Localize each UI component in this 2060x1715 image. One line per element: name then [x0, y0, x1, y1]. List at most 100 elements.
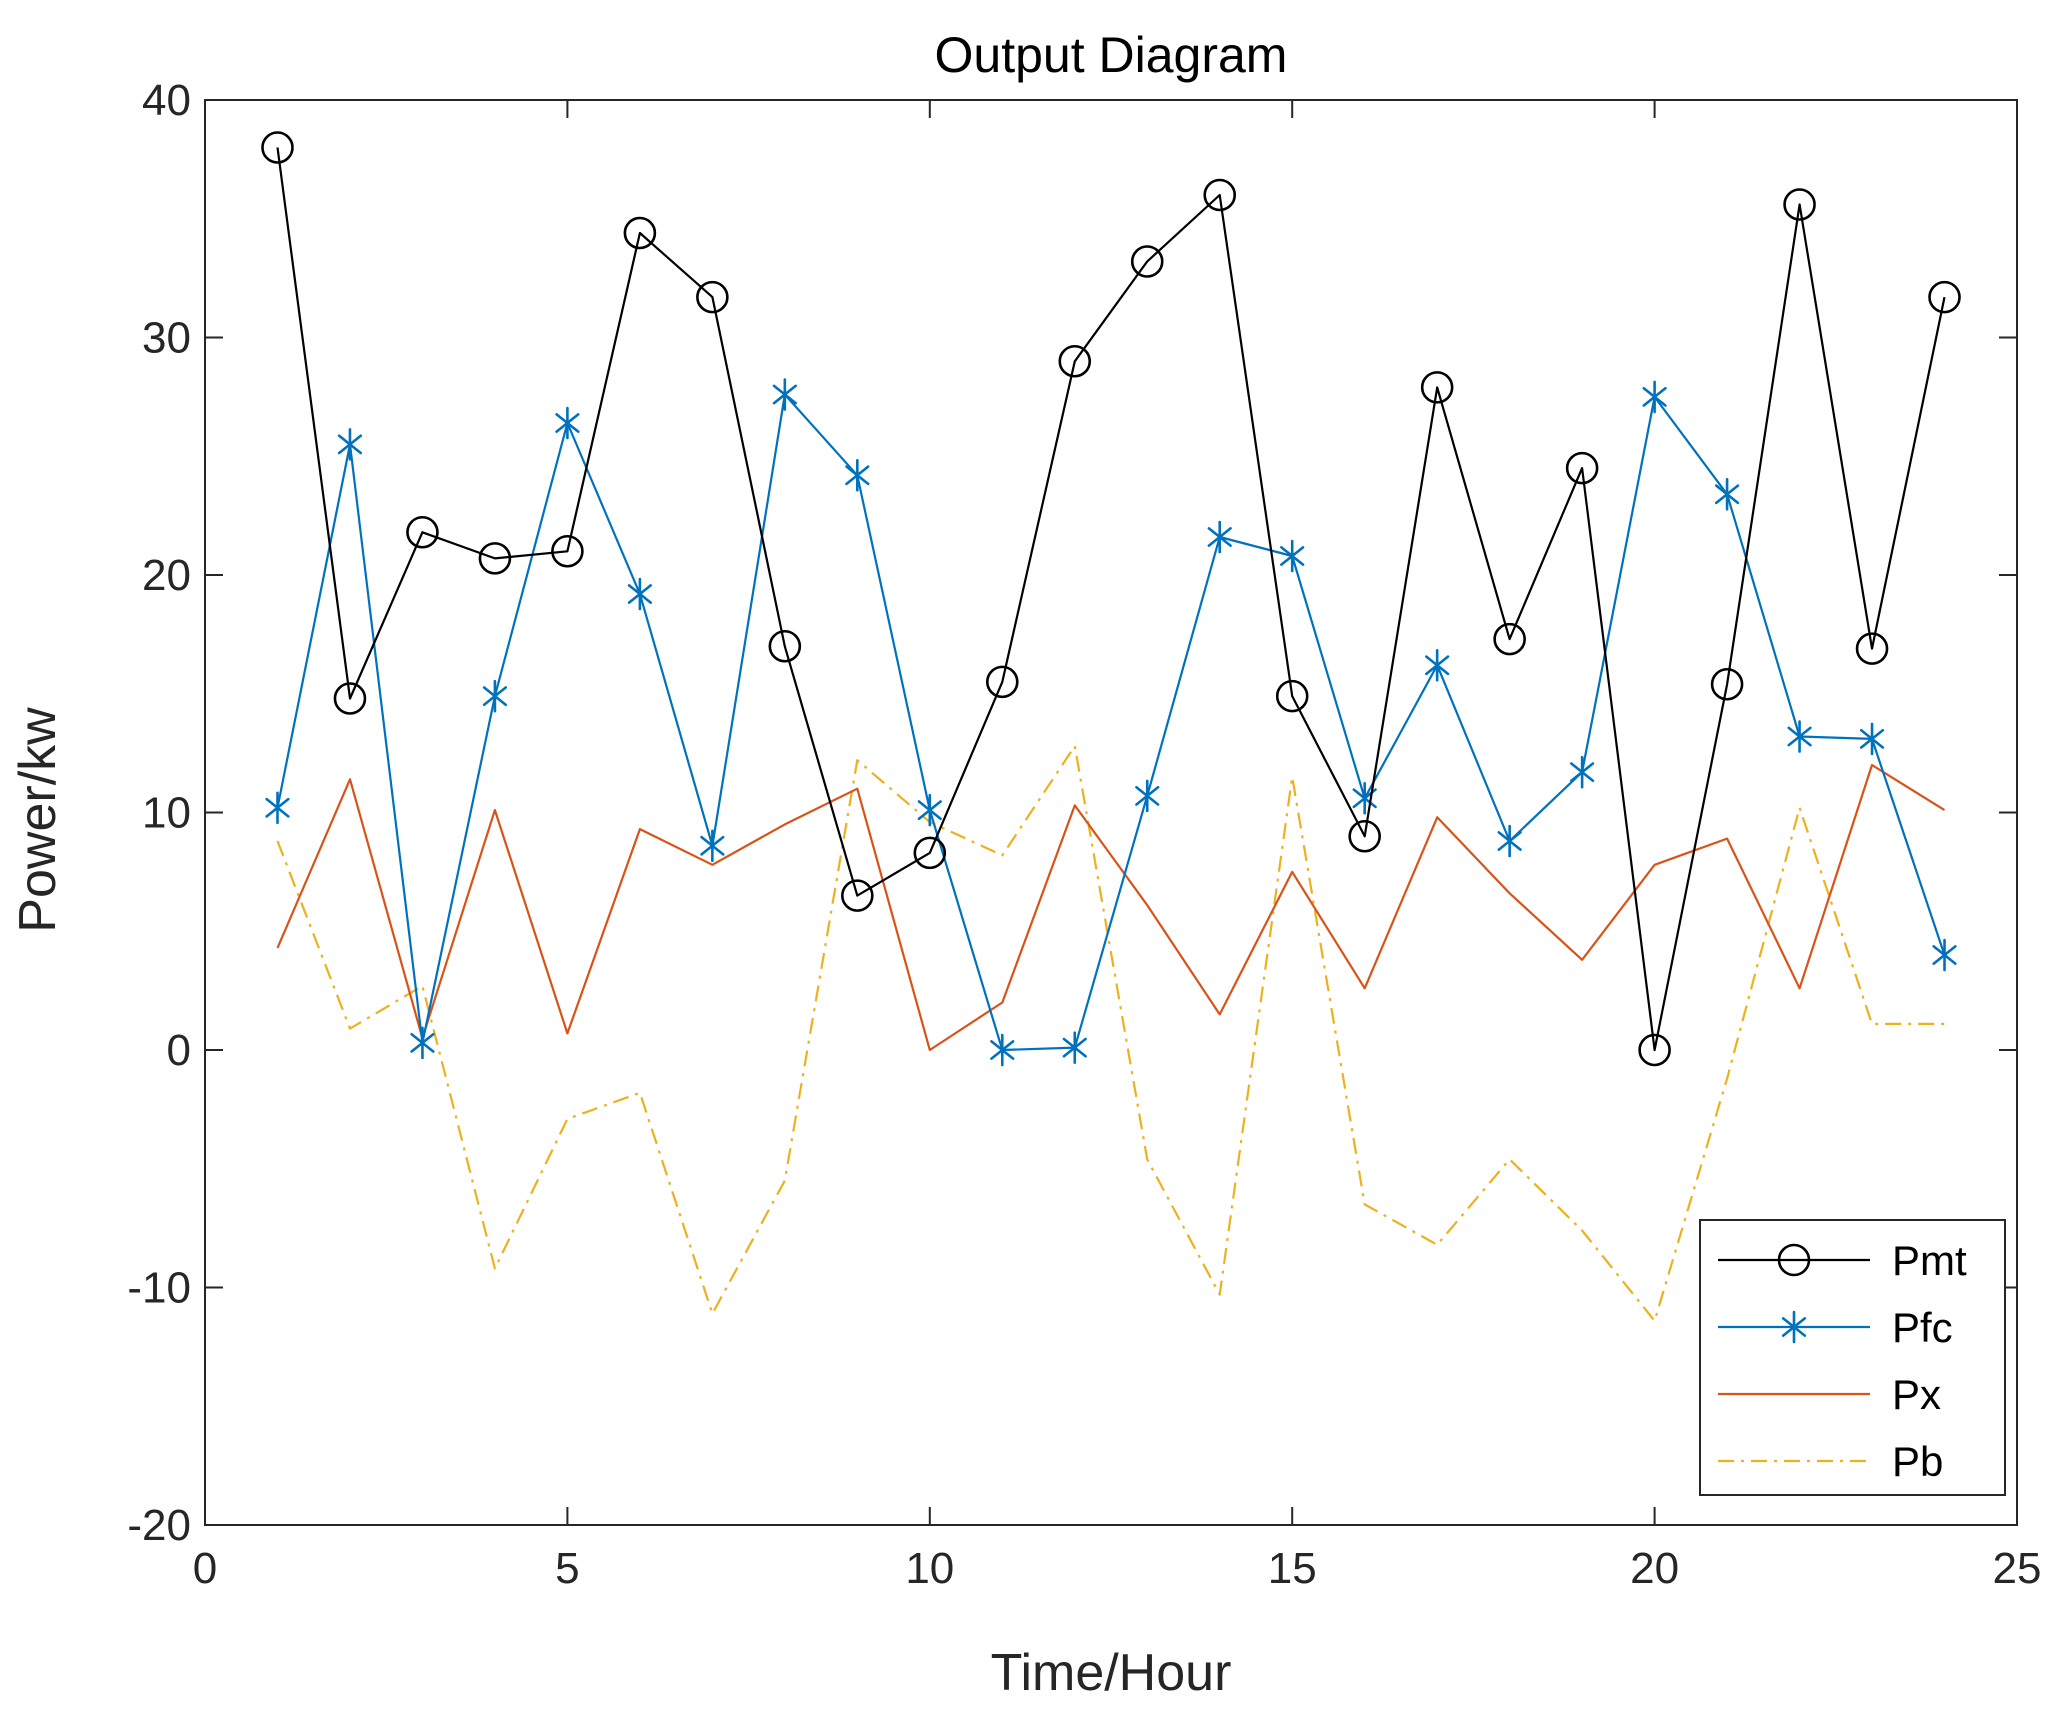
y-tick-label: 40: [142, 76, 191, 125]
data-point-pmt: [1638, 1033, 1671, 1067]
data-point-pfc: [1207, 520, 1232, 554]
data-point-pfc: [1932, 938, 1957, 972]
asterisk-stroke: [1859, 728, 1885, 749]
data-point-pmt: [985, 665, 1019, 699]
data-point-pfc: [265, 791, 290, 825]
data-point-pfc: [1425, 648, 1450, 682]
legend-label-px: Px: [1892, 1371, 1941, 1418]
data-point-pfc: [482, 679, 508, 713]
asterisk-stroke: [482, 686, 508, 707]
data-point-pfc: [1787, 720, 1812, 753]
asterisk-stroke: [845, 465, 870, 486]
legend-marker-pmt: [1777, 1243, 1811, 1277]
asterisk-stroke: [772, 384, 797, 405]
asterisk-stroke: [337, 434, 363, 455]
y-tick-label: -20: [127, 1501, 191, 1550]
x-tick-label: 10: [905, 1544, 954, 1593]
x-axis-label: Time/Hour: [991, 1644, 1232, 1702]
data-point-pmt: [1348, 819, 1381, 853]
data-point-pmt: [1783, 188, 1816, 221]
legend-marker-pfc: [1781, 1310, 1807, 1344]
data-point-pmt: [1928, 280, 1961, 314]
data-point-pmt: [768, 629, 802, 663]
asterisk-stroke: [1280, 546, 1305, 566]
legend-entry-pmt: Pmt: [1718, 1237, 1967, 1284]
data-point-pmt: [623, 216, 657, 250]
data-point-pmt: [1203, 178, 1237, 212]
data-point-pfc: [772, 378, 797, 411]
data-point-pmt: [1493, 622, 1526, 656]
x-tick-label: 20: [1630, 1544, 1679, 1593]
y-axis-label: Power/kw: [9, 707, 67, 933]
series-line-pmt: [276, 147, 1946, 1052]
y-tick-label: 0: [167, 1026, 191, 1075]
data-point-pfc: [410, 1026, 435, 1060]
y-tick-label: 30: [142, 314, 191, 363]
asterisk-stroke: [555, 413, 580, 433]
series-line-px: [276, 763, 1946, 1052]
data-point-pmt: [1275, 679, 1309, 713]
asterisk-stroke: [990, 1040, 1015, 1060]
y-tick-label: -10: [127, 1264, 191, 1313]
x-tick-label: 5: [555, 1544, 579, 1593]
series-line-pb: [276, 744, 1945, 1322]
data-point-pmt: [261, 131, 294, 164]
x-tick-label: 15: [1268, 1544, 1317, 1593]
asterisk-stroke: [410, 1032, 435, 1053]
y-tick-label: 10: [142, 789, 191, 838]
data-point-pmt: [1420, 371, 1454, 404]
data-point-pfc: [1497, 824, 1522, 858]
data-point-pmt: [551, 534, 584, 568]
data-point-pmt: [1855, 632, 1889, 665]
asterisk-stroke: [1642, 386, 1667, 407]
data-point-pmt: [841, 879, 874, 912]
asterisk-stroke: [1135, 785, 1160, 806]
data-point-pfc: [627, 577, 652, 611]
data-point-pmt: [1130, 245, 1164, 278]
asterisk-stroke: [1932, 945, 1957, 965]
data-point-pfc: [1135, 779, 1160, 813]
asterisk-stroke: [627, 584, 652, 604]
data-point-pmt: [1565, 451, 1599, 485]
data-point-pmt: [1710, 667, 1744, 701]
series-pb: [276, 744, 1945, 1322]
data-point-pfc: [1642, 380, 1667, 414]
asterisk-stroke: [1714, 484, 1740, 505]
data-point-pmt: [333, 682, 367, 715]
asterisk-stroke: [1570, 762, 1595, 783]
legend-label-pb: Pb: [1892, 1438, 1943, 1485]
data-point-pfc: [917, 793, 942, 827]
data-point-pmt: [406, 515, 439, 549]
data-point-pmt: [913, 836, 947, 870]
asterisk-stroke: [700, 835, 725, 856]
asterisk-stroke: [917, 800, 942, 821]
series-pfc: [265, 378, 1957, 1067]
legend-entry-px: Px: [1718, 1371, 1941, 1418]
data-point-pfc: [1280, 539, 1305, 573]
series-pmt: [261, 131, 1961, 1067]
asterisk-stroke: [1062, 1037, 1087, 1058]
asterisk-stroke: [1207, 527, 1232, 547]
legend-entry-pfc: Pfc: [1718, 1304, 1953, 1351]
data-point-pfc: [845, 458, 870, 492]
x-tick-label: 25: [1993, 1544, 2042, 1593]
y-tick-label: 20: [142, 551, 191, 600]
data-point-pfc: [1062, 1031, 1087, 1064]
legend-label-pfc: Pfc: [1892, 1304, 1953, 1351]
legend-label-pmt: Pmt: [1892, 1237, 1967, 1284]
data-point-pmt: [1058, 344, 1092, 378]
asterisk-stroke: [265, 797, 290, 818]
data-point-pfc: [1570, 755, 1595, 789]
legend-entry-pb: Pb: [1718, 1438, 1943, 1485]
data-point-pfc: [990, 1033, 1015, 1067]
x-tick-label: 0: [193, 1544, 217, 1593]
data-point-pfc: [1714, 477, 1740, 511]
series-layer: [261, 131, 1961, 1322]
axes-layer: 0 5 10 15 20 25 -20 -10 0 10 20 30 40: [127, 76, 2041, 1593]
data-point-pfc: [337, 428, 363, 461]
chart-title: Output Diagram: [935, 27, 1288, 83]
legend: Pmt Pfc Px Pb: [1699, 1219, 2006, 1496]
asterisk-stroke: [1781, 1317, 1807, 1337]
data-point-pmt: [696, 280, 729, 314]
